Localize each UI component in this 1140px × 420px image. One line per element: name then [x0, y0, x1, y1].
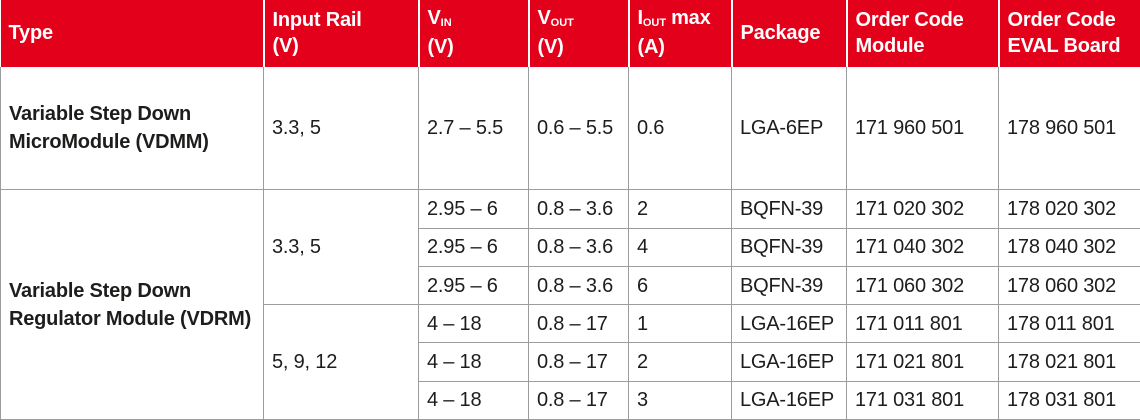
cell-iout-max: 6	[628, 265, 732, 306]
cell-vin: 4 – 18	[418, 342, 529, 382]
cell-iout-max: 3	[628, 380, 732, 420]
table-row-vdrm-4: 5, 9, 12 4 – 18 0.8 – 17 1 LGA-16EP 171 …	[1, 304, 1140, 420]
cell-iout-max: 4	[628, 227, 732, 267]
cell-vout: 0.8 – 3.6	[528, 189, 629, 229]
col-header-order-code-module: Order Code Module	[846, 0, 1000, 67]
table-row-vdrm-6: 4 – 18 0.8 – 17 3 LGA-16EP 171 031 801 1…	[1, 380, 1140, 420]
cell-type-vdmm: Variable Step Down MicroModule (VDMM)	[0, 67, 264, 191]
cell-vin: 2.95 – 6	[418, 265, 529, 306]
cell-order-code-eval: 178 040 302	[998, 227, 1140, 267]
cell-order-code-module: 171 020 302	[846, 189, 999, 229]
cell-order-code-module: 171 011 801	[846, 304, 999, 344]
cell-iout-max: 1	[628, 304, 732, 344]
table-row-vdrm-2: 2.95 – 6 0.8 – 3.6 4 BQFN-39 171 040 302…	[1, 227, 1140, 267]
table-row-vdrm-5: 4 – 18 0.8 – 17 2 LGA-16EP 171 021 801 1…	[1, 342, 1140, 382]
table-row-vdmm: Variable Step Down MicroModule (VDMM) 3.…	[0, 67, 1140, 191]
cell-vout: 0.8 – 17	[528, 342, 629, 382]
cell-order-code-module: 171 031 801	[846, 380, 999, 420]
cell-iout-max: 2	[628, 342, 732, 382]
cell-vin: 2.95 – 6	[418, 189, 529, 229]
col-header-type-label: Type	[8, 21, 54, 44]
cell-order-code-eval: 178 960 501	[998, 67, 1140, 191]
cell-package: LGA-16EP	[731, 380, 847, 420]
cell-order-code-module: 171 040 302	[846, 227, 999, 267]
col-header-type: Type	[0, 0, 265, 67]
cell-order-code-eval: 178 060 302	[998, 265, 1140, 306]
cell-order-code-module: 171 960 501	[846, 67, 999, 191]
cell-vout: 0.8 – 3.6	[528, 265, 629, 306]
cell-iout-max: 2	[628, 189, 732, 229]
cell-vout: 0.8 – 17	[528, 304, 629, 344]
cell-vout: 0.8 – 3.6	[528, 227, 629, 267]
cell-iout-max: 0.6	[628, 67, 732, 191]
cell-package: BQFN-39	[731, 189, 847, 229]
cell-order-code-module: 171 021 801	[846, 342, 999, 382]
col-header-order-code-eval-board: Order Code EVAL Board	[998, 0, 1140, 67]
col-header-vin: VIN (V)	[418, 0, 530, 67]
cell-order-code-eval: 178 021 801	[998, 342, 1140, 382]
cell-order-code-eval: 178 020 302	[998, 189, 1140, 229]
cell-package: BQFN-39	[731, 265, 847, 306]
col-header-vout: VOUT (V)	[528, 0, 630, 67]
cell-type-vdrm: Variable Step Down Regulator Module (VDR…	[0, 189, 264, 420]
cell-package: LGA-6EP	[731, 67, 847, 191]
col-header-package: Package	[731, 0, 848, 67]
cell-order-code-module: 171 060 302	[846, 265, 999, 306]
cell-input-rail: 3.3, 5	[263, 189, 419, 306]
cell-order-code-eval: 178 011 801	[998, 304, 1140, 344]
cell-package: LGA-16EP	[731, 304, 847, 344]
table-row-vdrm-1: Variable Step Down Regulator Module (VDR…	[0, 189, 1140, 420]
cell-vin: 2.95 – 6	[418, 227, 529, 267]
cell-vin: 2.7 – 5.5	[418, 67, 529, 191]
col-header-iout-max: IOUT max (A)	[628, 0, 733, 67]
cell-order-code-eval: 178 031 801	[998, 380, 1140, 420]
cell-vout: 0.6 – 5.5	[528, 67, 629, 191]
cell-input-rail: 3.3, 5	[263, 67, 419, 191]
cell-package: BQFN-39	[731, 227, 847, 267]
cell-vin: 4 – 18	[418, 380, 529, 420]
cell-vin: 4 – 18	[418, 304, 529, 344]
cell-package: LGA-16EP	[731, 342, 847, 382]
table-header-row: Type Input Rail (V) VIN (V) VOUT (V) IOU…	[0, 0, 1140, 67]
cell-input-rail: 5, 9, 12	[263, 304, 419, 420]
cell-vout: 0.8 – 17	[528, 380, 629, 420]
col-header-input-rail: Input Rail (V)	[263, 0, 420, 67]
